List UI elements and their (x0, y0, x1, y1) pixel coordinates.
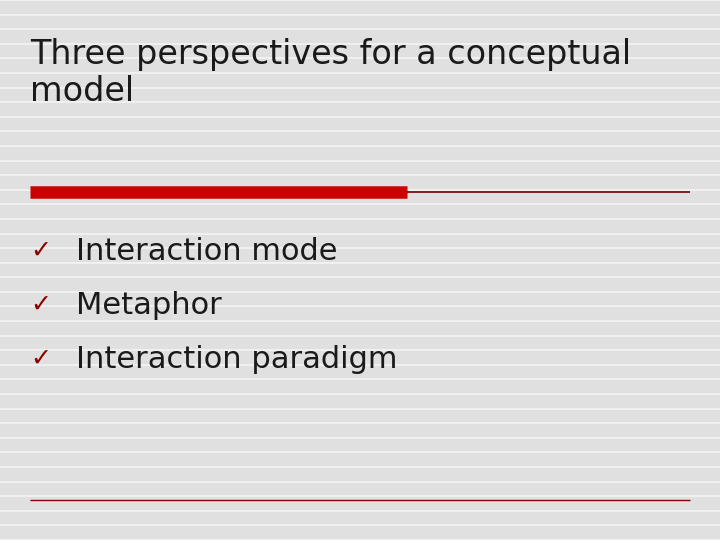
Text: Three perspectives for a conceptual
model: Three perspectives for a conceptual mode… (30, 38, 631, 107)
Text: Interaction paradigm: Interaction paradigm (76, 345, 397, 374)
Text: Metaphor: Metaphor (76, 291, 221, 320)
Text: ✓: ✓ (30, 347, 51, 371)
Text: Interaction mode: Interaction mode (76, 237, 337, 266)
Text: ✓: ✓ (30, 293, 51, 317)
Text: ✓: ✓ (30, 239, 51, 263)
